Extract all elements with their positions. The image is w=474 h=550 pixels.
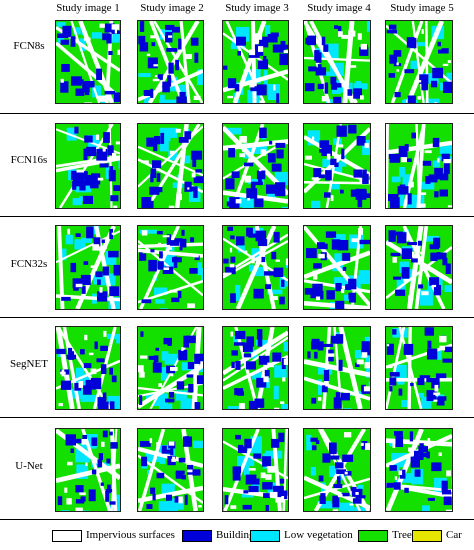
segmentation-map (385, 428, 453, 512)
row-label-1: FCN8s (13, 40, 45, 52)
column-header-2: Study image 2 (140, 2, 204, 14)
building-swatch (182, 530, 212, 542)
segmentation-map (303, 428, 371, 512)
segmentation-map (303, 123, 371, 209)
tree-swatch (358, 530, 388, 542)
segmentation-map (222, 428, 289, 512)
row-divider (0, 317, 474, 318)
legend-label: Building (216, 529, 255, 541)
segmentation-map (385, 326, 453, 410)
row-label-5: U-Net (15, 460, 43, 472)
segmentation-map (303, 326, 371, 410)
legend-label: Impervious surfaces (86, 529, 175, 541)
segmentation-map (55, 20, 121, 104)
segmentation-map (55, 326, 121, 410)
segmentation-map (137, 123, 204, 209)
segmentation-map (222, 225, 289, 310)
segmentation-map (137, 225, 204, 310)
segmentation-map (137, 428, 204, 512)
legend-label: Tree (392, 529, 412, 541)
segmentation-map (222, 20, 289, 104)
row-divider (0, 417, 474, 418)
column-header-3: Study image 3 (225, 2, 289, 14)
segmentation-map (137, 20, 204, 104)
legend-label: Car (446, 529, 462, 541)
segmentation-map (303, 20, 371, 104)
column-header-1: Study image 1 (56, 2, 120, 14)
row-divider (0, 113, 474, 114)
row-divider (0, 216, 474, 217)
segmentation-map (385, 225, 453, 310)
column-header-4: Study image 4 (307, 2, 371, 14)
segmentation-map (385, 123, 453, 209)
legend-label: Low vegetation (284, 529, 353, 541)
row-label-3: FCN32s (10, 258, 48, 270)
segmentation-map (137, 326, 204, 410)
row-divider (0, 519, 474, 520)
column-header-5: Study image 5 (390, 2, 454, 14)
low-vegetation-swatch (250, 530, 280, 542)
segmentation-map (55, 225, 121, 310)
segmentation-map (222, 123, 289, 209)
row-label-4: SegNET (10, 358, 48, 370)
segmentation-map (385, 20, 453, 104)
class-legend: Impervious surfaces Building Low vegetatio… (52, 526, 472, 546)
segmentation-map (303, 225, 371, 310)
segmentation-map (55, 123, 121, 209)
car-swatch (412, 530, 442, 542)
segmentation-map (222, 326, 289, 410)
segmentation-map (55, 428, 121, 512)
row-label-2: FCN16s (10, 154, 48, 166)
impervious-swatch (52, 530, 82, 542)
